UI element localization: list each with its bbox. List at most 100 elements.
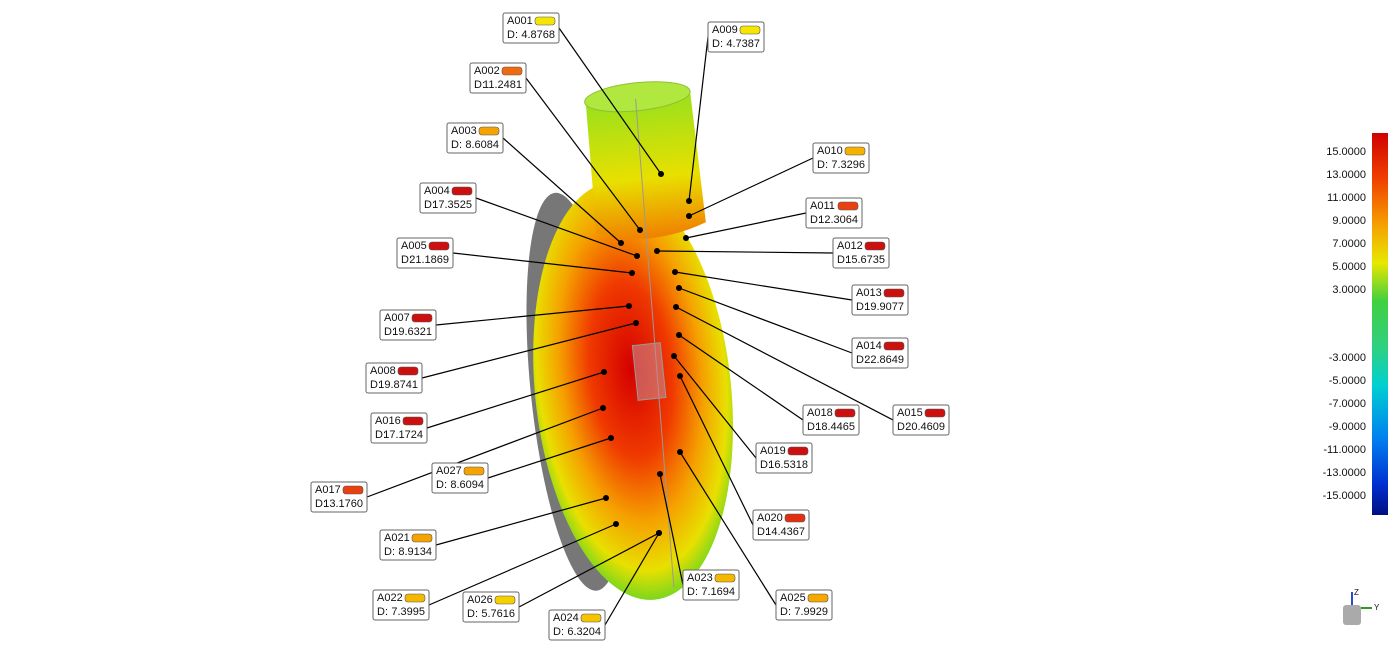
annotation-value: 15.6735 — [845, 254, 885, 266]
probe-point — [673, 304, 679, 310]
color-scale-label: 3.0000 — [1332, 284, 1366, 296]
annotation-id: A016 — [375, 415, 401, 427]
annotation-id: A019 — [760, 445, 786, 457]
annotation-label: D: — [377, 606, 388, 618]
annotation: A021 D: 8.9134 — [379, 529, 437, 561]
leader-line — [659, 473, 684, 586]
annotation-value: 16.5318 — [768, 459, 808, 471]
probe-point — [654, 248, 660, 254]
annotation-value: 11.2481 — [483, 79, 522, 91]
probe-point — [671, 353, 677, 359]
annotation-label: D: — [370, 379, 381, 391]
annotation-value: 8.9134 — [398, 546, 432, 558]
annotation-id: A010 — [817, 145, 843, 157]
probe-point — [677, 449, 683, 455]
probe-point — [613, 521, 619, 527]
leader-line — [487, 437, 612, 479]
annotation: A014 D:22.8649 — [851, 337, 909, 369]
probe-point — [601, 369, 607, 375]
annotation: A012 D:15.6735 — [832, 237, 890, 269]
annotation-id: A015 — [897, 407, 923, 419]
leader-line — [452, 252, 633, 274]
probe-point — [686, 213, 692, 219]
color-scale-label: -11.0000 — [1323, 444, 1366, 456]
axes-cube — [1343, 605, 1361, 625]
probe-point — [672, 269, 678, 275]
leader-line — [426, 371, 605, 429]
annotation-id: A021 — [384, 532, 410, 544]
annotation-swatch — [924, 408, 946, 418]
annotation-label: D: — [856, 354, 867, 366]
z-label: Z — [1354, 588, 1359, 597]
leader-line — [674, 271, 853, 301]
annotation-swatch — [864, 241, 886, 251]
annotation-label: D: — [467, 608, 478, 620]
annotation-id: A022 — [377, 592, 403, 604]
annotation-value: 18.4465 — [815, 421, 855, 433]
annotation-swatch — [844, 146, 866, 156]
part-body — [533, 181, 733, 600]
probe-point — [626, 303, 632, 309]
leader-line — [421, 322, 637, 379]
leader-line — [435, 305, 630, 326]
annotation-label: D: — [757, 526, 768, 538]
annotation-swatch — [534, 16, 556, 26]
annotation-value: 19.8741 — [378, 379, 418, 391]
annotation: A005 D:21.1869 — [396, 237, 454, 269]
annotation-label: D: — [780, 606, 791, 618]
color-bar — [1372, 133, 1388, 515]
annotation-label: D: — [837, 254, 848, 266]
annotation-value: 7.9929 — [794, 606, 828, 618]
annotation-swatch — [478, 126, 500, 136]
annotation-value: 19.6321 — [392, 326, 432, 338]
part-neck — [585, 88, 706, 239]
annotation: A007 D:19.6321 — [379, 309, 437, 341]
annotation-id: A013 — [856, 287, 882, 299]
leader-line — [679, 451, 777, 606]
annotation-value: 20.4609 — [905, 421, 945, 433]
annotation-swatch — [397, 366, 419, 376]
annotation-label: D: — [897, 421, 908, 433]
annotation: A025 D: 7.9929 — [775, 589, 833, 621]
annotation: A004 D:17.3525 — [419, 182, 477, 214]
annotation-label: D: — [807, 421, 818, 433]
leader-line — [502, 137, 622, 244]
leader-line — [685, 212, 807, 239]
color-scale-label: -7.0000 — [1329, 398, 1366, 410]
annotation-label: D: — [817, 159, 828, 171]
leader-line — [366, 407, 604, 498]
leader-line — [675, 306, 894, 421]
y-label: Y — [1374, 603, 1380, 612]
annotation: A015 D:20.4609 — [892, 404, 950, 436]
annotation-value: 8.6094 — [450, 479, 484, 491]
probe-point — [683, 235, 689, 241]
annotation-swatch — [580, 613, 602, 623]
annotation-swatch — [451, 186, 473, 196]
annotation-swatch — [883, 288, 905, 298]
probe-point — [637, 227, 643, 233]
annotation-value: 7.3296 — [831, 159, 865, 171]
annotation-swatch — [494, 595, 516, 605]
annotation-value: 14.4367 — [765, 526, 805, 538]
probe-point — [633, 320, 639, 326]
probe-point — [658, 171, 664, 177]
annotation-swatch — [807, 593, 829, 603]
annotation-swatch — [402, 416, 424, 426]
leader-line — [558, 27, 662, 175]
leader-line — [428, 523, 617, 606]
leader-line — [604, 532, 660, 626]
annotation-label: D: — [424, 199, 435, 211]
part-rim — [584, 81, 691, 113]
annotation-swatch — [787, 446, 809, 456]
annotation: A003 D: 8.6084 — [446, 122, 504, 154]
probe-point — [656, 530, 662, 536]
part-model — [526, 81, 733, 600]
annotation-swatch — [411, 313, 433, 323]
annotation-id: A004 — [424, 185, 450, 197]
annotation-value: 4.7387 — [726, 38, 760, 50]
probe-point — [618, 240, 624, 246]
color-scale-label: 11.0000 — [1327, 192, 1366, 204]
color-scale-label: -5.0000 — [1329, 375, 1366, 387]
